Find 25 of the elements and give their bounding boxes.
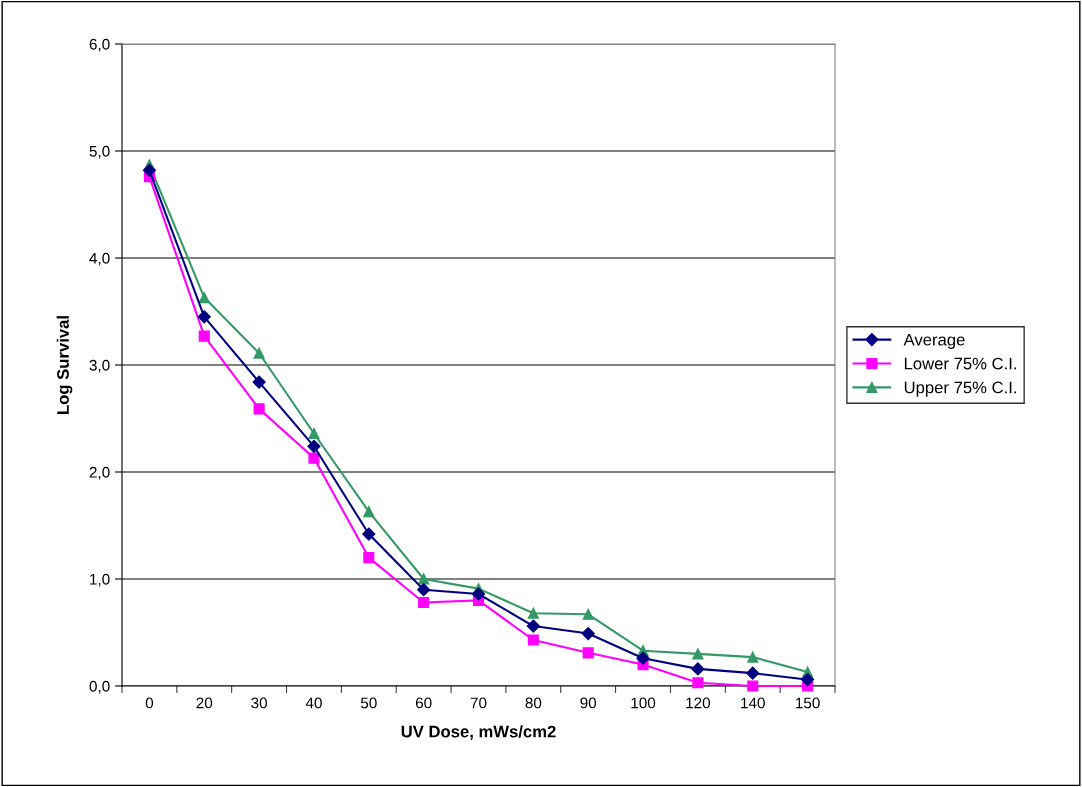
x-tick-label: 150: [796, 697, 820, 709]
y-tick-label: 0,0: [89, 680, 110, 694]
x-tick-label: 90: [580, 697, 597, 709]
x-tick-label: 60: [415, 697, 432, 709]
x-tick-label: 50: [360, 697, 377, 709]
x-tick-label: 100: [631, 697, 656, 709]
x-tick-label: 20: [196, 697, 213, 709]
y-tick-label: 1,0: [90, 573, 110, 587]
x-axis-title: UV Dose, mWs/cm2: [401, 725, 556, 740]
y-axis-title: Log Survival: [56, 316, 73, 414]
x-tick-label: 120: [686, 697, 711, 709]
y-tick-label: 5,0: [89, 145, 110, 159]
x-tick-label: 30: [251, 697, 268, 709]
x-tick-label: 80: [525, 697, 542, 709]
y-tick-label: 2,0: [89, 466, 110, 480]
legend-label: Average: [903, 333, 965, 349]
x-tick-label: 0: [145, 697, 154, 709]
legend-label: Upper 75% C.I.: [904, 381, 1016, 397]
y-tick-label: 3,0: [89, 359, 110, 373]
y-tick-label: 4,0: [89, 252, 110, 266]
legend-label: Lower 75% C.I.: [904, 357, 1016, 370]
x-tick-label: 70: [470, 697, 487, 709]
y-tick-label: 6,0: [89, 38, 110, 52]
x-tick-label: 40: [305, 697, 322, 709]
x-tick-label: 140: [741, 697, 765, 709]
